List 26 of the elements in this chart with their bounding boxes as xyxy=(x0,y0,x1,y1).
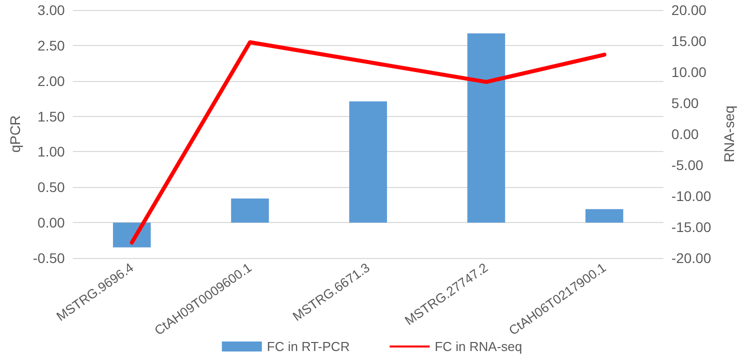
y2-tick-label: -5.00 xyxy=(671,157,704,173)
y-tick-label: 0.00 xyxy=(38,214,66,231)
bar xyxy=(349,101,388,223)
y2-tick-label: -10.00 xyxy=(671,188,712,204)
y-axis-title: qPCR xyxy=(7,115,23,153)
y-tick-label: -0.50 xyxy=(32,250,66,266)
y2-tick-label: 10.00 xyxy=(671,64,707,80)
y2-axis-title: RNA-seq xyxy=(721,106,737,162)
y2-tick-label: -20.00 xyxy=(671,250,712,266)
bar xyxy=(231,198,269,223)
y-tick-label: 0.50 xyxy=(38,179,66,196)
y2-tick-label: 20.00 xyxy=(671,2,707,18)
y-tick-label: 1.50 xyxy=(38,108,66,124)
y2-tick-label: -15.00 xyxy=(671,219,712,235)
bar xyxy=(585,209,624,223)
y-tick-label: 2.50 xyxy=(38,37,66,54)
y-tick-label: 1.00 xyxy=(38,144,66,160)
y-tick-label: 2.00 xyxy=(38,72,66,89)
y2-tick-label: 15.00 xyxy=(671,33,707,49)
line-series xyxy=(130,40,606,244)
legend-label: FC in RT-PCR xyxy=(266,339,350,354)
y-tick-label: 3.00 xyxy=(38,2,66,18)
y2-tick-label: 0.00 xyxy=(671,126,699,142)
legend-label: FC in RNA-seq xyxy=(434,339,522,354)
y2-tick-label: 5.00 xyxy=(671,95,699,111)
bar xyxy=(467,33,506,223)
